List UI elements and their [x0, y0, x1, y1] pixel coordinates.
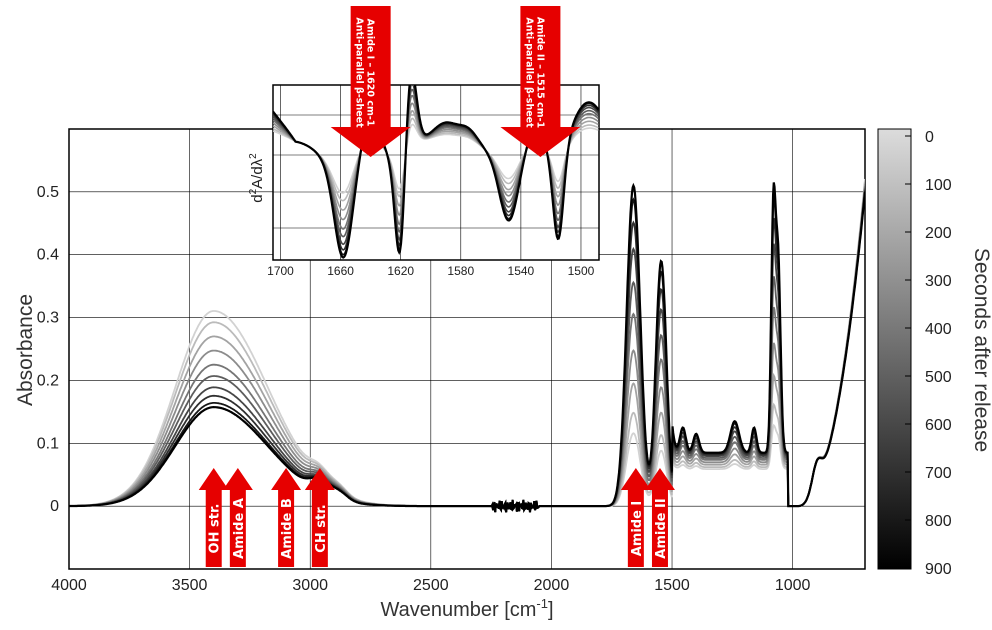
inset-x-ticks: 1700 1660 1620 1580 1540 1500 [267, 264, 594, 278]
x-tick-label: 1500 [654, 577, 690, 594]
y-tick-label: 0 [50, 498, 59, 515]
bottom-annotations: OH str. Amide A Amide B CH str. Amide I Amide… [198, 468, 675, 567]
y-tick-label: 0.1 [37, 435, 59, 452]
y-axis-label: Absorbance [14, 294, 37, 406]
arrow-amide-i: Amide I [620, 468, 651, 567]
arrow-shape [644, 468, 675, 567]
x-tick-label: 4000 [51, 577, 87, 594]
arrow-label: OH str. [208, 504, 223, 554]
main-x-ticks: 4000 3500 3000 2500 2000 1500 1000 [51, 577, 810, 594]
colorbar-ticks: 0 100 200 300 400 500 600 700 800 900 [905, 129, 952, 578]
arrow-shape [620, 468, 651, 567]
main-y-ticks: 0 0.1 0.2 0.3 0.4 0.5 [37, 184, 59, 515]
x-tick-label: 1000 [775, 577, 811, 594]
colorbar: 0 100 200 300 400 500 600 700 800 900 Seconds aft… [877, 128, 992, 578]
colorbar-tick-label: 200 [925, 225, 952, 242]
colorbar-tick-label: 700 [925, 465, 952, 482]
main-curves [69, 178, 865, 514]
x-tick-label: 2000 [534, 577, 570, 594]
arrow-shape [222, 468, 253, 567]
colorbar-tick-label: 300 [925, 273, 952, 290]
arrow-ch-str: CH str. [304, 468, 335, 567]
inset-x-tick-label: 1580 [447, 264, 474, 278]
y-tick-label: 0.2 [37, 372, 59, 389]
arrow-amide-b: Amide B [271, 468, 302, 567]
x-tick-label: 3500 [172, 577, 208, 594]
y-tick-label: 0.5 [37, 184, 59, 201]
inset-x-tick-label: 1540 [508, 264, 535, 278]
arrow-label: CH str. [314, 504, 329, 552]
arrow-oh-str: OH str. [198, 468, 229, 567]
arrow-label: Amide A [232, 498, 247, 559]
inset-x-tick-label: 1620 [387, 264, 414, 278]
arrow-label: Amide B [280, 498, 295, 559]
x-tick-label: 3000 [292, 577, 328, 594]
arrow-shape [500, 6, 581, 157]
y-tick-label: 0.4 [37, 247, 59, 264]
colorbar-tick-label: 600 [925, 417, 952, 434]
arrow-shape [271, 468, 302, 567]
arrow-label: Amide I [630, 501, 645, 557]
arrow-label: Anti-parallel β-sheet [523, 17, 534, 128]
y-tick-label: 0.3 [37, 310, 59, 327]
inset-y-axis-label: d2A/dλ2 [248, 153, 266, 203]
arrow-shape [330, 6, 411, 157]
colorbar-tick-label: 800 [925, 513, 952, 530]
arrow-shape [304, 468, 335, 567]
arrow-label: Amide II [654, 498, 669, 558]
arrow-amide-ii: Amide II [644, 468, 675, 567]
spectrum-line [69, 182, 865, 514]
arrow-amide-a: Amide A [222, 468, 253, 567]
x-axis-label: Wavenumber [cm-1] [380, 596, 553, 621]
inset-x-tick-label: 1700 [267, 264, 294, 278]
colorbar-tick-label: 900 [925, 561, 952, 578]
arrow-label: Amide II – 1515 cm-1 [534, 17, 545, 128]
x-tick-label: 2500 [413, 577, 449, 594]
colorbar-tick-label: 400 [925, 321, 952, 338]
arrow-label: Amide I – 1620 cm-1 [365, 19, 376, 127]
colorbar-gradient [877, 128, 912, 570]
colorbar-tick-label: 0 [925, 129, 934, 146]
inset-x-tick-label: 1500 [568, 264, 595, 278]
arrow-label: Anti-parallel β-sheet [354, 17, 365, 128]
colorbar-tick-label: 100 [925, 177, 952, 194]
colorbar-tick-label: 500 [925, 369, 952, 386]
inset-plot: 1700 1660 1620 1580 1540 1500 d2A/dλ2 Amide I… [248, 6, 600, 278]
arrow-shape [198, 468, 229, 567]
inset-x-tick-label: 1660 [327, 264, 354, 278]
colorbar-label: Seconds after release [970, 248, 992, 452]
